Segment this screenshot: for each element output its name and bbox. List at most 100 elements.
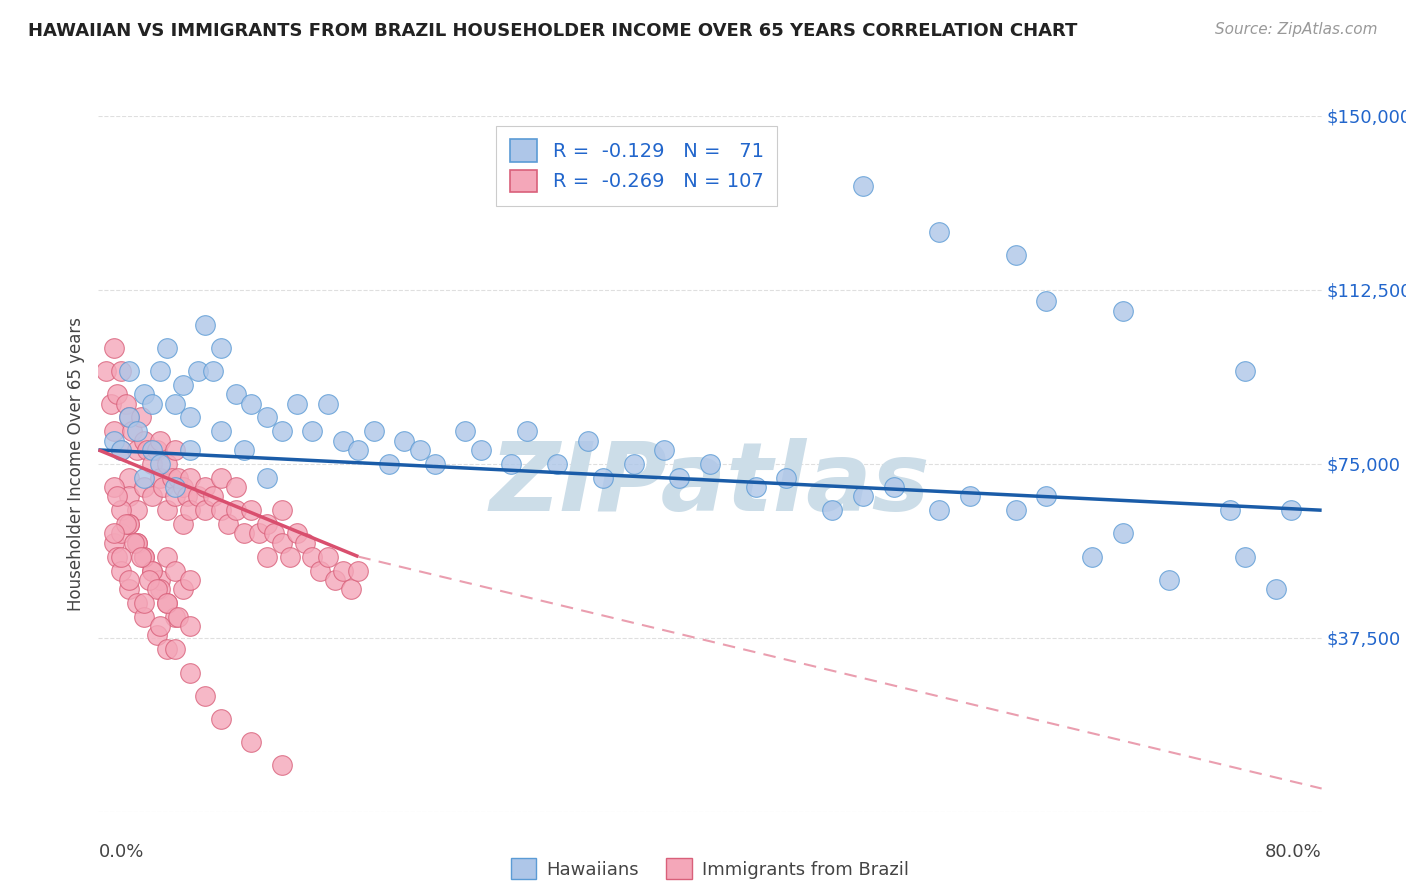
Point (105, 549, 128, 564)
Point (105, 489, 128, 503)
Point (94, 364, 117, 378)
Point (118, 410, 141, 425)
Point (1035, 489, 1057, 503)
Point (145, 582, 167, 596)
Point (156, 596, 179, 610)
Point (194, 318, 217, 332)
Point (110, 549, 132, 564)
Point (103, 535, 125, 549)
Point (332, 564, 354, 578)
Point (546, 457, 568, 471)
Point (652, 442, 675, 457)
Point (270, 425, 294, 439)
Point (209, 341, 232, 355)
Point (301, 425, 323, 439)
Point (285, 526, 308, 541)
Point (232, 442, 254, 457)
Point (928, 503, 950, 517)
Point (105, 387, 128, 401)
Point (152, 480, 174, 494)
Point (576, 434, 599, 448)
Point (285, 396, 308, 410)
Point (156, 642, 179, 657)
Point (179, 573, 201, 587)
Point (1112, 526, 1135, 541)
Point (141, 564, 163, 578)
Point (125, 535, 148, 549)
Point (163, 564, 186, 578)
Point (363, 425, 385, 439)
Point (501, 457, 523, 471)
Point (217, 517, 239, 532)
Point (256, 471, 278, 485)
Point (163, 489, 186, 503)
Point (179, 410, 201, 425)
Point (959, 489, 981, 503)
Point (821, 503, 844, 517)
Point (202, 489, 225, 503)
Point (179, 503, 201, 517)
Point (775, 471, 797, 485)
Point (141, 564, 163, 578)
Point (134, 471, 156, 485)
Point (225, 503, 247, 517)
Point (118, 573, 141, 587)
Point (928, 225, 950, 239)
Point (134, 549, 156, 564)
Point (125, 503, 148, 517)
Point (1264, 582, 1286, 596)
Point (122, 535, 145, 549)
Point (209, 425, 232, 439)
Point (118, 517, 141, 532)
Legend: Hawaiians, Immigrants from Brazil: Hawaiians, Immigrants from Brazil (503, 851, 917, 886)
Point (225, 480, 247, 494)
Point (100, 396, 122, 410)
Point (225, 387, 247, 401)
Point (240, 735, 263, 749)
Point (294, 535, 316, 549)
Point (278, 549, 301, 564)
Point (270, 503, 294, 517)
Point (1234, 549, 1257, 564)
Point (110, 526, 132, 541)
Point (167, 610, 190, 624)
Point (115, 396, 138, 410)
Point (347, 564, 370, 578)
Point (378, 457, 401, 471)
Point (118, 517, 141, 532)
Point (301, 549, 323, 564)
Point (141, 457, 163, 471)
Point (149, 573, 172, 587)
Point (172, 378, 194, 392)
Point (852, 178, 875, 193)
Point (110, 503, 132, 517)
Point (256, 410, 278, 425)
Point (103, 434, 125, 448)
Point (163, 610, 186, 624)
Point (247, 526, 270, 541)
Point (136, 442, 159, 457)
Point (125, 425, 148, 439)
Point (516, 425, 538, 439)
Point (103, 480, 125, 494)
Point (1112, 303, 1135, 318)
Text: 80.0%: 80.0% (1265, 843, 1322, 861)
Point (125, 596, 148, 610)
Point (347, 442, 370, 457)
Point (325, 573, 347, 587)
Point (121, 425, 143, 439)
Point (141, 442, 163, 457)
Point (118, 364, 141, 378)
Point (270, 758, 294, 772)
Point (145, 442, 167, 457)
Point (1219, 503, 1241, 517)
Point (125, 535, 148, 549)
Point (167, 471, 190, 485)
Point (118, 489, 141, 503)
Point (134, 549, 156, 564)
Point (316, 549, 339, 564)
Text: Source: ZipAtlas.com: Source: ZipAtlas.com (1215, 22, 1378, 37)
Point (156, 457, 179, 471)
Y-axis label: Householder Income Over 65 years: Householder Income Over 65 years (66, 317, 84, 611)
Point (115, 517, 138, 532)
